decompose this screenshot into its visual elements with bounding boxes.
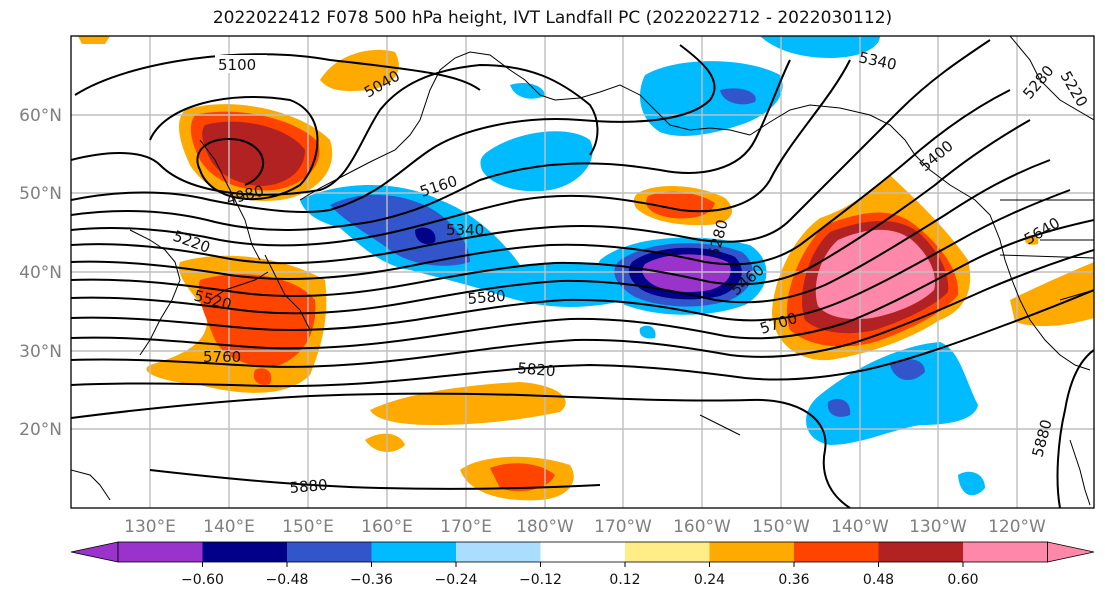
colorbar-swatch-1 bbox=[202, 542, 287, 562]
shade-top-neg bbox=[760, 36, 880, 58]
colorbar-swatch-4 bbox=[456, 542, 541, 562]
contour-label-5640: 5640 bbox=[1021, 214, 1063, 249]
lon-tick-140e: 140°E bbox=[203, 517, 255, 537]
lon-tick-labels: 130°E 140°E 150°E 160°E 170°E 180°W 170°… bbox=[124, 517, 1046, 537]
lon-tick-160w: 160°W bbox=[673, 517, 731, 537]
colorbar-arrow-right bbox=[1047, 541, 1095, 563]
lon-tick-130w: 130°W bbox=[909, 517, 967, 537]
height-contours bbox=[71, 39, 1094, 508]
shade-okhotsk-core bbox=[202, 121, 305, 186]
lon-tick-140w: 140°W bbox=[831, 517, 889, 537]
gridlines bbox=[71, 36, 1094, 508]
lon-tick-130e: 130°E bbox=[124, 517, 176, 537]
lat-tick-20n: 20°N bbox=[19, 420, 62, 440]
colorbar-swatch-9 bbox=[878, 542, 963, 562]
colorbar-swatch-2 bbox=[287, 542, 372, 562]
contour-label-5340-top: 5340 bbox=[857, 48, 898, 74]
lon-tick-170e: 170°E bbox=[440, 517, 492, 537]
colorbar-tick-4: −0.12 bbox=[519, 572, 562, 588]
contour-label-5280-top: 5280 bbox=[1019, 62, 1057, 103]
colorbar-tick-3: −0.24 bbox=[435, 572, 478, 588]
lon-tick-120w: 120°W bbox=[988, 517, 1046, 537]
ivt-shading bbox=[78, 36, 1094, 501]
shade-bering bbox=[320, 49, 399, 91]
contour-label-5880-south: 5880 bbox=[289, 476, 329, 497]
lon-tick-180w: 180°W bbox=[516, 517, 574, 537]
colorbar-tick-6: 0.24 bbox=[694, 572, 725, 588]
colorbar-tick-marks bbox=[202, 562, 964, 567]
colorbar-tick-1: −0.48 bbox=[266, 572, 309, 588]
contour-label-5580: 5580 bbox=[467, 287, 507, 308]
colorbar-swatch-0 bbox=[118, 542, 203, 562]
shade-subtropic-a bbox=[370, 382, 566, 425]
contour-label-5340: 5340 bbox=[446, 221, 484, 239]
colorbar-arrow-left bbox=[70, 541, 119, 563]
contour-label-5880-east: 5880 bbox=[1028, 417, 1055, 459]
lat-tick-30n: 30°N bbox=[19, 342, 62, 362]
colorbar-swatch-6 bbox=[625, 542, 710, 562]
lon-tick-150e: 150°E bbox=[282, 517, 334, 537]
lat-tick-40n: 40°N bbox=[19, 263, 62, 283]
colorbar-tick-0: −0.60 bbox=[181, 572, 224, 588]
colorbar-tick-5: 0.12 bbox=[609, 572, 640, 588]
lon-tick-170w: 170°W bbox=[594, 517, 652, 537]
contour-label-5100: 5100 bbox=[218, 56, 256, 74]
lon-tick-160e: 160°E bbox=[361, 517, 413, 537]
colorbar-tick-9: 0.60 bbox=[947, 572, 978, 588]
contour-label-5820: 5820 bbox=[517, 359, 557, 380]
lat-tick-60n: 60°N bbox=[19, 106, 62, 126]
shade-japan-core bbox=[198, 274, 316, 367]
contour-label-5160: 5160 bbox=[418, 172, 460, 201]
contour-label-5400: 5400 bbox=[916, 137, 957, 175]
colorbar-frame bbox=[117, 541, 1048, 563]
colorbar-tick-7: 0.36 bbox=[778, 572, 809, 588]
map-title: 2022022412 F078 500 hPa height, IVT Land… bbox=[212, 8, 893, 28]
map-frame bbox=[70, 35, 1095, 509]
lon-tick-150w: 150°W bbox=[752, 517, 810, 537]
colorbar-tick-8: 0.48 bbox=[863, 572, 894, 588]
contour-label-5760: 5760 bbox=[203, 348, 241, 366]
contour-label-5220-top: 5220 bbox=[1057, 68, 1092, 110]
colorbar-tick-2: −0.36 bbox=[350, 572, 393, 588]
colorbar-swatch-8 bbox=[794, 542, 879, 562]
lat-tick-50n: 50°N bbox=[19, 184, 62, 204]
colorbar: −0.60 −0.48 −0.36 −0.24 −0.12 0.12 0.24 … bbox=[70, 541, 1095, 588]
lat-tick-labels: 60°N 50°N 40°N 30°N 20°N bbox=[19, 106, 62, 440]
shade-subtrop-east bbox=[806, 342, 978, 445]
colorbar-swatch-3 bbox=[371, 542, 456, 562]
colorbar-swatch-10 bbox=[963, 542, 1048, 562]
colorbar-swatch-7 bbox=[709, 542, 794, 562]
colorbar-swatch-5 bbox=[540, 542, 625, 562]
